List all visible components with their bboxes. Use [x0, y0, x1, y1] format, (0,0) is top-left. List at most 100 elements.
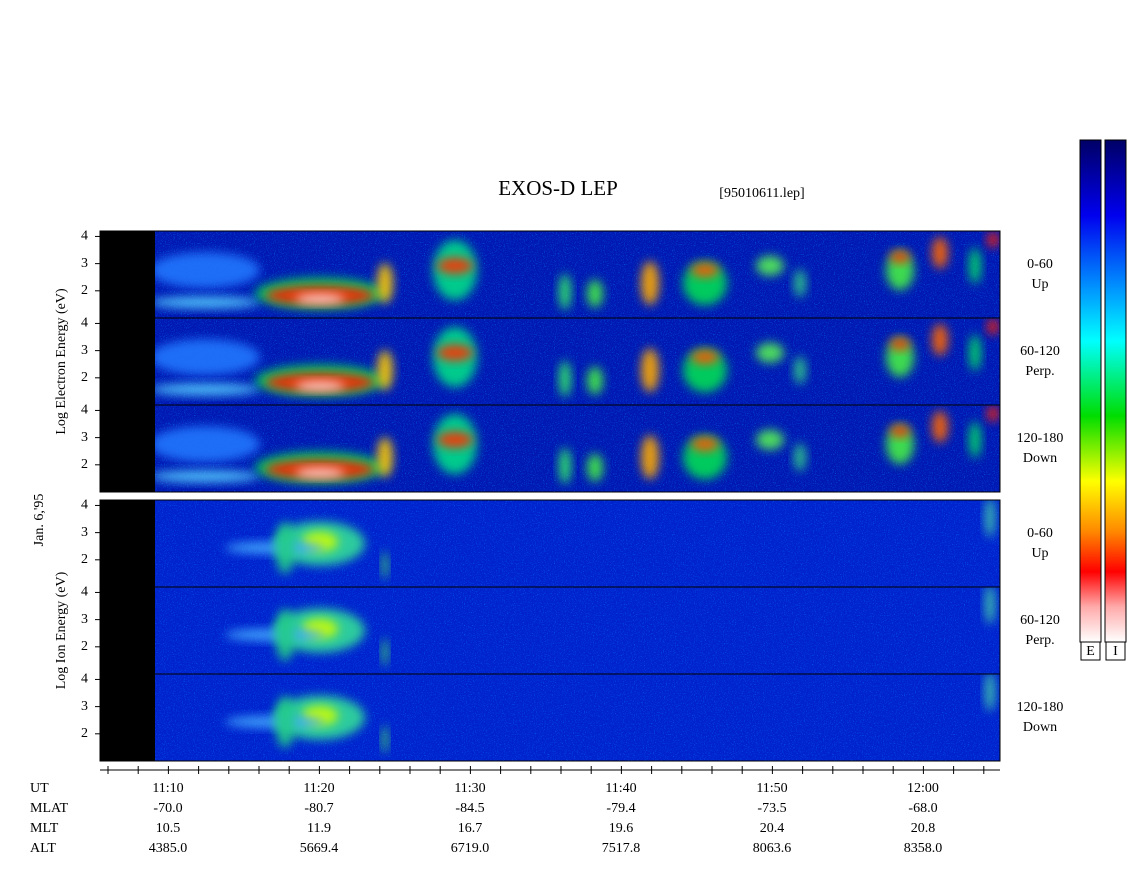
row-value: 20.4	[760, 821, 785, 836]
angle-label: 60-120	[1020, 613, 1060, 628]
spectral-feature	[756, 429, 784, 450]
spectral-feature	[587, 366, 603, 395]
spectral-feature	[987, 318, 999, 335]
spectrogram-panel	[155, 318, 1000, 405]
row-label: ALT	[30, 841, 56, 856]
panel-frame	[99, 673, 1001, 762]
colorbar-label: E	[1086, 644, 1095, 659]
row-value: 7517.8	[602, 841, 641, 856]
row-value: -73.5	[757, 801, 786, 816]
y-tick-label: 3	[81, 256, 88, 271]
y-tick-label: 3	[81, 525, 88, 540]
spectral-feature	[969, 247, 981, 284]
spectral-feature	[155, 296, 260, 309]
row-value: -68.0	[908, 801, 937, 816]
spectral-feature	[275, 608, 295, 661]
spectral-feature	[275, 521, 295, 574]
row-label: UT	[30, 781, 49, 796]
spectral-feature	[691, 263, 719, 278]
row-value: 12:00	[907, 781, 939, 796]
direction-label: Up	[1031, 546, 1048, 561]
angle-label: 0-60	[1027, 526, 1053, 541]
row-value: 8358.0	[904, 841, 943, 856]
spectral-feature	[382, 551, 388, 580]
spectral-feature	[587, 453, 603, 482]
direction-label: Up	[1031, 277, 1048, 292]
spectral-feature	[155, 383, 260, 396]
angle-label: 0-60	[1027, 257, 1053, 272]
spectral-feature	[756, 342, 784, 363]
spectral-feature	[890, 425, 910, 438]
colorbar-label: I	[1113, 644, 1118, 659]
spectral-feature	[932, 410, 948, 443]
spectral-feature	[932, 323, 948, 356]
spectral-feature	[155, 470, 260, 483]
spectral-feature	[382, 725, 388, 754]
colorbar-label-box	[1105, 641, 1126, 661]
row-value: 10.5	[156, 821, 181, 836]
row-value: -84.5	[455, 801, 484, 816]
angle-label: 120-180	[1017, 700, 1064, 715]
y-tick-label: 3	[81, 699, 88, 714]
row-value: 16.7	[458, 821, 483, 836]
spectral-feature	[890, 251, 910, 264]
panel-frame	[99, 404, 1001, 493]
colorbar-label-box	[1080, 641, 1101, 661]
mask-bar	[100, 231, 155, 492]
y-tick-label: 2	[81, 370, 88, 385]
row-value: -70.0	[153, 801, 182, 816]
y-axis-label: Log Electron Energy (eV)	[54, 288, 69, 435]
file-name: [95010611.lep]	[719, 186, 804, 201]
spectral-feature	[794, 269, 806, 298]
row-value: 4385.0	[149, 841, 188, 856]
spectral-feature	[985, 500, 995, 538]
spectrogram-panel	[155, 674, 1000, 761]
date-label: Jan. 6,'95	[32, 494, 47, 547]
spectral-feature	[756, 255, 784, 276]
title: EXOS-D LEP	[498, 176, 618, 200]
panels: Log Electron Energy (eV) 2 3 4 0-60 Up 2 3 4 60-1…	[54, 229, 1064, 762]
direction-label: Down	[1023, 720, 1057, 735]
row-value: 6719.0	[451, 841, 490, 856]
direction-label: Perp.	[1025, 633, 1054, 648]
direction-label: Down	[1023, 451, 1057, 466]
colorbar	[1079, 139, 1102, 643]
mask-bar	[100, 500, 155, 761]
y-tick-label: 4	[81, 498, 88, 513]
y-tick-label: 2	[81, 457, 88, 472]
spectral-feature	[559, 273, 571, 310]
spectral-feature	[969, 421, 981, 458]
spectral-feature	[641, 261, 659, 306]
y-tick-label: 4	[81, 672, 88, 687]
y-tick-label: 4	[81, 403, 88, 418]
y-tick-label: 3	[81, 343, 88, 358]
y-axis-label: Log Ion Energy (eV)	[54, 571, 69, 689]
y-tick-label: 4	[81, 316, 88, 331]
spectral-feature	[985, 587, 995, 625]
y-tick-label: 4	[81, 585, 88, 600]
spectral-feature	[377, 437, 393, 478]
row-value: 20.8	[911, 821, 936, 836]
spectral-feature	[794, 443, 806, 472]
spectral-feature	[691, 350, 719, 365]
spectral-feature	[559, 360, 571, 397]
row-value: 19.6	[609, 821, 634, 836]
spectral-feature	[641, 435, 659, 480]
spectral-feature	[890, 338, 910, 351]
direction-label: Perp.	[1025, 364, 1054, 379]
spectrogram-panel	[155, 231, 1000, 318]
row-label: MLT	[30, 821, 59, 836]
spectral-feature	[155, 339, 260, 376]
row-value: 11.9	[307, 821, 331, 836]
spectral-feature	[587, 279, 603, 308]
row-value: 11:50	[756, 781, 787, 796]
spectral-feature	[932, 236, 948, 269]
spectral-feature	[295, 293, 345, 304]
spectral-feature	[641, 348, 659, 393]
spectral-feature	[969, 334, 981, 371]
spectral-feature	[295, 467, 345, 478]
row-label: MLAT	[30, 801, 69, 816]
